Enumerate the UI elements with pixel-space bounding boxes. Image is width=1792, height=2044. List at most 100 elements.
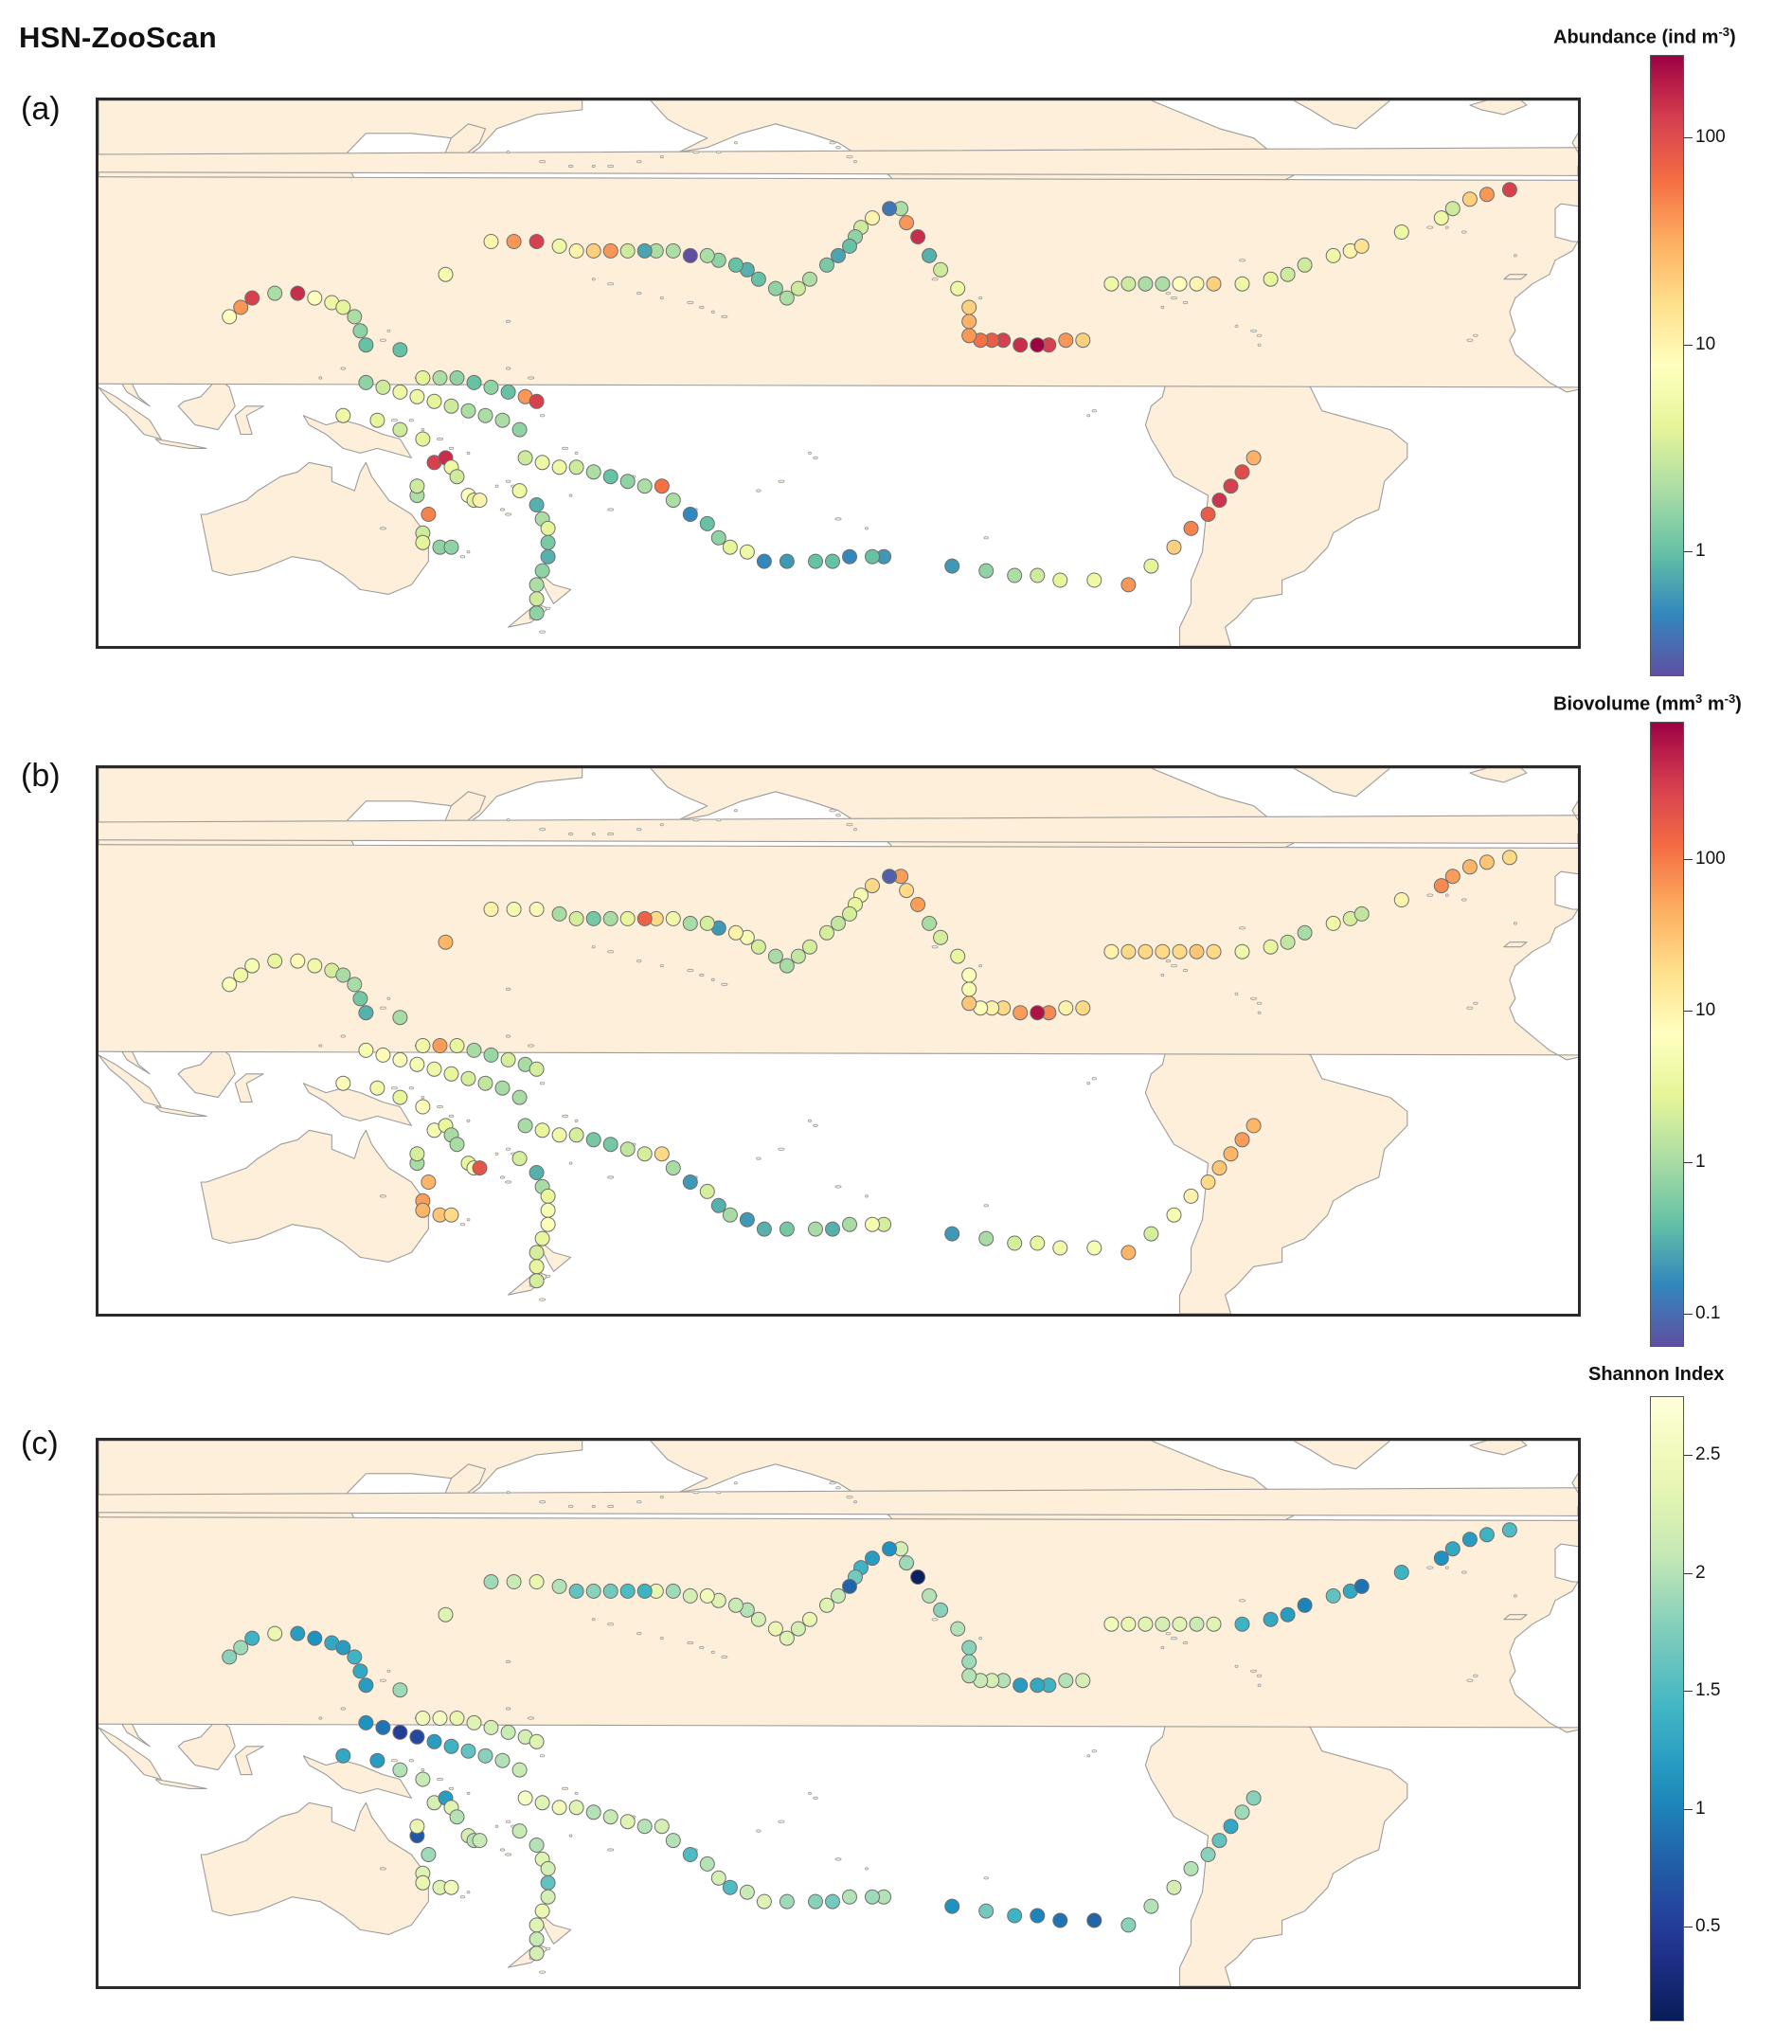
island-speck: [448, 1786, 455, 1790]
station-point: [375, 1047, 391, 1063]
station-point: [358, 1714, 374, 1730]
station-point: [529, 1061, 545, 1077]
station-point: [1325, 1587, 1341, 1604]
station-point: [409, 1056, 425, 1072]
station-point: [506, 1574, 522, 1589]
station-point: [540, 534, 556, 550]
station-point: [369, 1080, 385, 1096]
station-point: [865, 878, 880, 894]
station-point: [347, 1649, 363, 1665]
station-point: [472, 1833, 488, 1849]
land-canary: [1503, 941, 1528, 948]
station-point: [1012, 1005, 1029, 1021]
island-speck: [834, 517, 842, 521]
station-point: [483, 1719, 499, 1735]
station-point: [540, 1889, 556, 1905]
land-new-guinea: [302, 1083, 412, 1126]
station-point: [1211, 1833, 1228, 1849]
station-point: [779, 1893, 795, 1910]
station-point: [842, 905, 857, 922]
station-point: [710, 529, 726, 546]
station-point: [1030, 1677, 1046, 1694]
island-speck: [539, 827, 547, 832]
island-speck: [459, 1223, 466, 1227]
station-point: [961, 1668, 977, 1684]
island-speck: [591, 1618, 596, 1622]
station-point: [1030, 1908, 1046, 1924]
island-speck: [1461, 898, 1467, 902]
station-point: [551, 1127, 567, 1143]
station-point: [409, 1729, 425, 1745]
island-speck: [386, 329, 391, 332]
island-speck: [1239, 259, 1246, 262]
station-point: [500, 1724, 516, 1740]
station-point: [790, 1621, 806, 1637]
colorbar-tick: [1684, 858, 1693, 860]
station-point: [602, 1809, 618, 1825]
station-point: [1172, 276, 1188, 292]
station-point: [540, 520, 556, 536]
island-speck: [436, 1104, 443, 1109]
land-sulawesi: [234, 1746, 264, 1776]
station-point: [842, 1889, 857, 1905]
island-speck: [829, 141, 836, 145]
island-speck: [983, 1876, 989, 1880]
station-point: [335, 1640, 351, 1656]
station-point: [922, 915, 938, 931]
colorbar-tick-label: 1.5: [1695, 1680, 1721, 1701]
station-point: [233, 299, 249, 315]
station-point: [415, 431, 431, 447]
station-layer: [222, 182, 1517, 621]
station-point: [1444, 869, 1460, 885]
station-point: [409, 388, 425, 404]
station-point: [699, 1856, 715, 1872]
station-point: [222, 309, 238, 325]
island-speck: [853, 827, 857, 832]
island-speck: [494, 1152, 499, 1156]
island-speck: [506, 1490, 511, 1495]
station-point: [392, 342, 408, 358]
panel-b-map: [96, 765, 1581, 1317]
station-point: [506, 234, 522, 249]
station-point: [882, 869, 898, 885]
station-point: [922, 1587, 938, 1604]
island-speck: [756, 489, 762, 493]
land-britain: [99, 133, 1578, 176]
island-speck: [1466, 338, 1474, 342]
island-speck: [505, 1147, 511, 1151]
station-point: [540, 1860, 556, 1876]
station-point: [466, 374, 482, 390]
panel-c-map: [96, 1438, 1581, 1989]
station-point: [1030, 1235, 1046, 1251]
station-point: [449, 370, 465, 385]
island-speck: [607, 1504, 615, 1509]
island-speck: [567, 1504, 574, 1509]
island-speck: [636, 959, 642, 963]
island-speck: [692, 817, 700, 822]
station-point: [415, 1711, 431, 1726]
island-speck: [1256, 333, 1263, 337]
island-speck: [1160, 305, 1165, 310]
station-point: [511, 1823, 528, 1839]
station-point: [933, 261, 949, 278]
station-point: [1234, 464, 1250, 480]
station-point: [825, 553, 840, 569]
station-point: [1200, 1847, 1216, 1862]
island-speck: [716, 150, 722, 154]
island-speck: [978, 296, 983, 300]
station-point: [244, 1630, 260, 1646]
island-speck: [591, 164, 596, 169]
station-point: [585, 1132, 601, 1148]
station-point: [602, 242, 618, 259]
station-point: [443, 1738, 459, 1754]
island-speck: [1256, 1674, 1263, 1677]
land-new-guinea: [302, 415, 412, 458]
island-speck: [1473, 333, 1478, 337]
station-point: [699, 915, 715, 931]
station-point: [529, 577, 545, 593]
land-java: [154, 1105, 207, 1117]
island-speck: [834, 1185, 842, 1189]
station-point: [466, 1042, 482, 1058]
station-point: [244, 958, 260, 974]
station-point: [1200, 507, 1216, 522]
